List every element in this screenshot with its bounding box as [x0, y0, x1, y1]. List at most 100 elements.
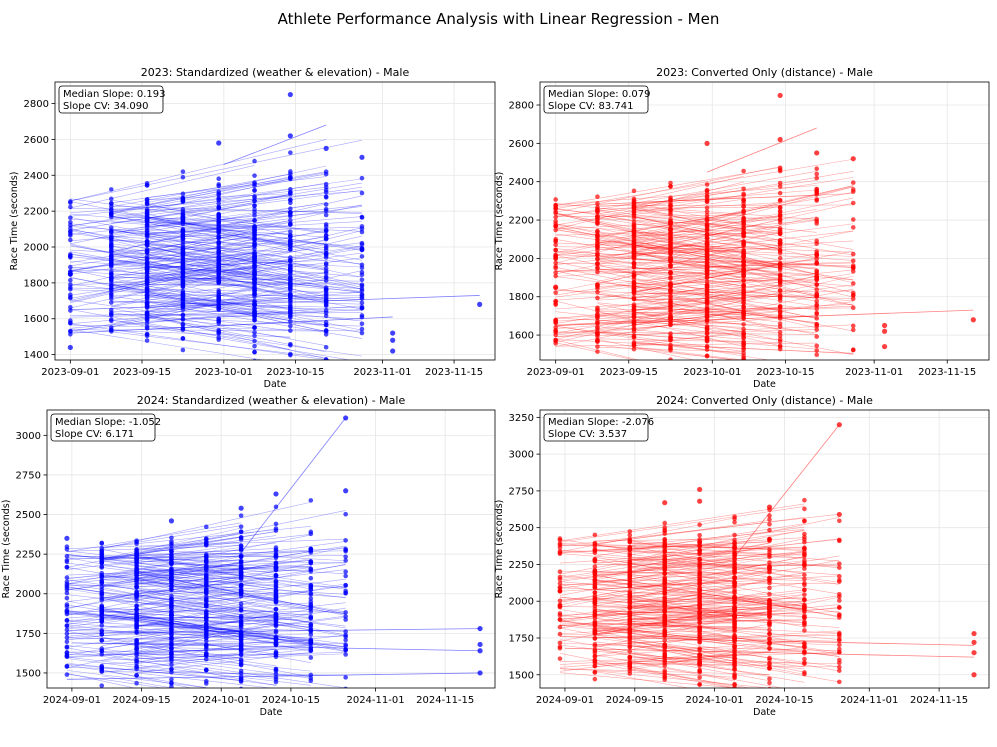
data-point	[64, 575, 70, 580]
regression-line	[633, 293, 781, 331]
regression-line	[70, 235, 363, 304]
data-point	[595, 241, 600, 246]
data-point	[288, 229, 293, 235]
regression-line	[555, 300, 744, 347]
regression-line	[555, 288, 854, 347]
data-point	[732, 612, 737, 618]
regression-line	[629, 661, 735, 682]
data-point	[777, 255, 783, 261]
data-point	[273, 521, 279, 527]
data-point	[668, 248, 673, 253]
regression-line	[111, 231, 291, 244]
data-point	[802, 572, 807, 578]
data-point	[767, 606, 772, 611]
data-point	[732, 618, 737, 623]
data-point	[777, 205, 783, 211]
regression-line	[559, 672, 735, 688]
data-point	[68, 200, 73, 206]
data-point	[134, 541, 139, 547]
data-point	[777, 244, 783, 250]
y-tick-label: 2800	[509, 101, 534, 112]
data-point	[767, 636, 772, 641]
regression-line	[594, 622, 840, 634]
data-point	[252, 194, 257, 199]
regression-line	[111, 211, 363, 251]
regression-line	[66, 602, 311, 619]
regression-line	[633, 289, 744, 315]
data-point	[814, 252, 820, 257]
regression-line	[555, 223, 817, 283]
data-point	[323, 262, 329, 268]
data-point	[134, 614, 139, 619]
regression-line	[111, 213, 363, 250]
data-point	[553, 223, 558, 229]
data-point	[668, 210, 673, 215]
regression-line	[66, 662, 242, 682]
data-point	[557, 631, 563, 637]
data-point	[704, 324, 710, 329]
regression-line	[597, 226, 781, 264]
data-point	[343, 511, 348, 517]
regression-line	[147, 312, 327, 346]
regression-line	[111, 294, 362, 297]
data-point	[741, 186, 746, 192]
regression-line	[594, 544, 840, 569]
regression-line	[555, 212, 744, 248]
data-point	[288, 206, 293, 212]
regression-line	[66, 613, 311, 628]
data-point	[216, 319, 222, 324]
axes-frame	[54, 81, 496, 361]
data-point	[767, 680, 772, 686]
y-tick-label: 2400	[509, 177, 534, 188]
regression-line	[629, 540, 735, 563]
regression-line	[66, 550, 242, 571]
data-point	[732, 548, 737, 554]
data-point	[627, 629, 633, 634]
data-point	[553, 325, 558, 330]
regression-line	[111, 182, 255, 204]
data-point	[252, 329, 257, 335]
data-point	[169, 677, 174, 682]
data-point	[595, 349, 600, 354]
data-point	[288, 174, 293, 179]
data-point	[288, 238, 293, 244]
regression-line	[555, 261, 854, 272]
data-point	[802, 641, 807, 647]
data-point	[134, 547, 139, 552]
regression-line	[629, 530, 805, 556]
data-point	[238, 649, 244, 654]
regression-line	[594, 607, 770, 633]
regression-line	[629, 545, 735, 567]
regression-line	[629, 563, 735, 584]
regression-line	[66, 613, 311, 640]
regression-line	[555, 265, 744, 277]
data-point	[203, 524, 209, 530]
data-point	[343, 573, 348, 579]
data-point	[343, 610, 348, 615]
regression-line	[594, 596, 840, 648]
regression-line	[633, 278, 817, 307]
data-point	[216, 189, 222, 194]
regression-line	[136, 672, 274, 688]
data-point	[850, 327, 856, 333]
x-tick-label: 2024-09-01	[536, 695, 594, 706]
data-point	[180, 256, 186, 262]
data-point	[592, 548, 598, 553]
regression-line	[101, 608, 277, 639]
outlier-point	[814, 150, 820, 156]
data-point	[595, 261, 600, 267]
data-point	[64, 650, 70, 655]
regression-line	[70, 226, 327, 245]
data-point	[777, 231, 783, 237]
data-point	[627, 550, 633, 556]
regression-line	[101, 574, 277, 611]
regression-line	[633, 202, 854, 254]
data-point	[697, 635, 702, 640]
data-point	[837, 565, 842, 570]
data-point	[203, 594, 209, 599]
data-point	[273, 611, 279, 617]
data-point	[704, 223, 710, 229]
data-point	[627, 529, 633, 534]
regression-line	[555, 275, 854, 343]
regression-line	[136, 631, 311, 663]
